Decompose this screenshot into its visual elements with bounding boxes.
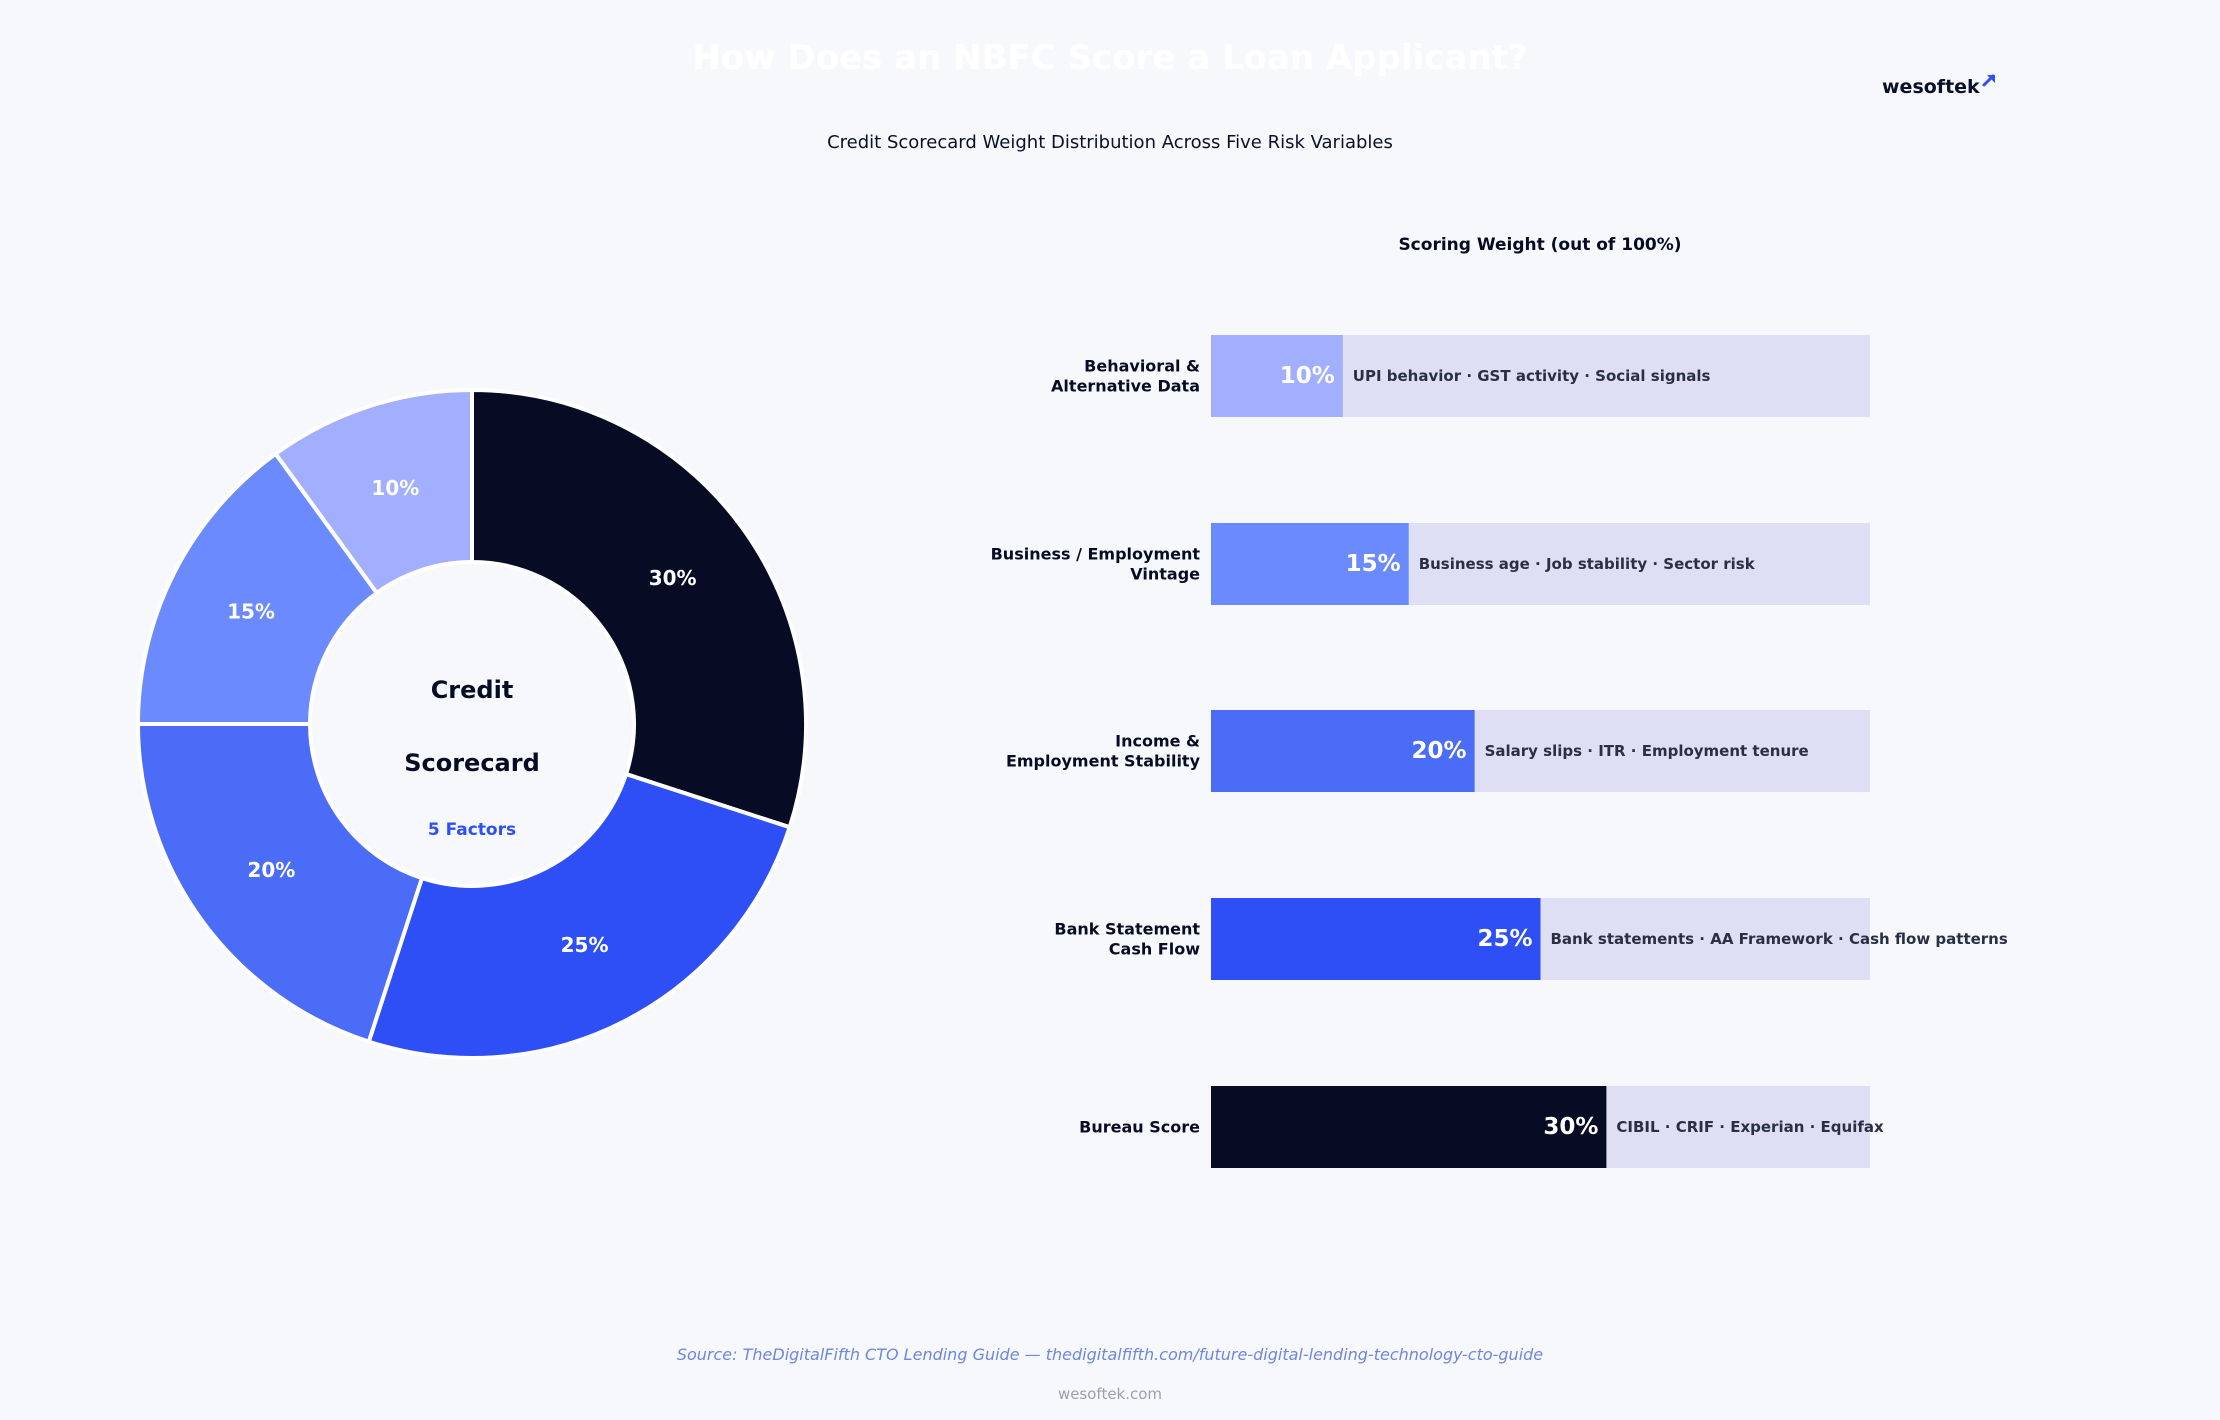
bar-category-label: Behavioral & (1084, 357, 1200, 376)
bar-category-label: Income & (1115, 732, 1200, 751)
bar-fill (1211, 523, 1409, 605)
bar-value-label: 30% (1543, 1114, 1598, 1140)
bar-description: Bank statements · AA Framework · Cash fl… (1551, 930, 2008, 948)
bar-value-label: 10% (1280, 363, 1335, 389)
chart-title: How Does an NBFC Score a Loan Applicant? (692, 38, 1528, 78)
bar-category-label: Bank Statement (1054, 920, 1200, 939)
slice-label: 30% (649, 566, 697, 590)
logo-text: wesoftek (1882, 76, 1980, 98)
bar-category-label: Cash Flow (1109, 940, 1200, 959)
brand-logo: wesoftek (1882, 74, 1998, 98)
bar-fill (1211, 335, 1343, 417)
bar-category-label: Employment Stability (1006, 752, 1201, 771)
bar-fill (1211, 898, 1541, 980)
bar-description: CIBIL · CRIF · Experian · Equifax (1616, 1118, 1884, 1136)
donut-center-sublabel: 5 Factors (428, 820, 516, 840)
slice-label: 15% (227, 599, 275, 623)
bar-category-label: Vintage (1130, 565, 1200, 584)
donut-slice (470, 387, 808, 830)
arrow-up-right-icon (1982, 74, 1995, 87)
slice-label: 20% (247, 858, 295, 882)
donut-slice (272, 387, 474, 596)
bar-description: Salary slips · ITR · Employment tenure (1485, 742, 1809, 760)
bar-category-label: Business / Employment (991, 545, 1201, 564)
bar-fill (1211, 1086, 1607, 1168)
chart-subtitle: Credit Scorecard Weight Distribution Acr… (827, 132, 1393, 153)
donut-center-label: Credit (431, 676, 514, 704)
bar-category-label: Bureau Score (1079, 1118, 1200, 1137)
bar-fill (1211, 710, 1475, 792)
bar-value-label: 25% (1477, 926, 1532, 952)
slice-label: 10% (371, 476, 419, 500)
donut-center-label: Scorecard (404, 749, 540, 777)
bar-description: UPI behavior · GST activity · Social sig… (1353, 367, 1711, 385)
donut-slice (135, 450, 380, 726)
donut-slice (366, 771, 793, 1060)
bar-value-label: 20% (1412, 738, 1467, 764)
bar-description: Business age · Job stability · Sector ri… (1419, 555, 1756, 573)
source-note: Source: TheDigitalFifth CTO Lending Guid… (676, 1345, 1544, 1364)
bar-chart-title: Scoring Weight (out of 100%) (1398, 235, 1681, 255)
bar-category-label: Alternative Data (1051, 377, 1200, 396)
bar-value-label: 15% (1346, 551, 1401, 577)
slice-label: 25% (561, 933, 609, 957)
footer-site: wesoftek.com (1057, 1385, 1163, 1403)
donut-slice (135, 722, 425, 1045)
